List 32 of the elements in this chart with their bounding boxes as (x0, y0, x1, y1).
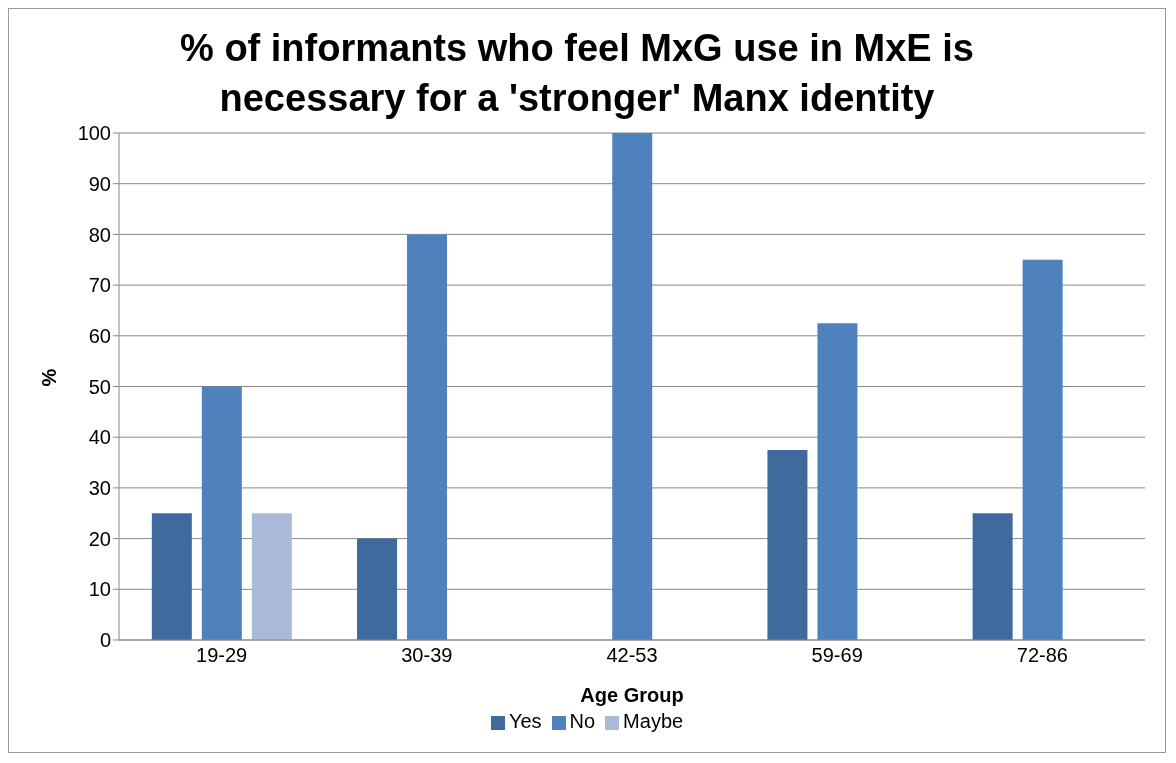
x-tick-label: 59-69 (811, 644, 863, 667)
y-tick-label: 100 (77, 122, 111, 145)
bar (357, 538, 398, 640)
y-tick-label: 0 (99, 629, 111, 652)
legend-label: Yes (508, 710, 542, 732)
y-axis-title: % (38, 368, 61, 387)
legend-label: No (569, 710, 596, 732)
y-tick-label: 80 (88, 223, 111, 246)
y-tick-label: 20 (88, 527, 111, 550)
x-tick-label: 30-39 (401, 644, 453, 667)
bar (407, 234, 448, 640)
y-tick-label: 50 (88, 375, 111, 398)
y-tick-label: 40 (88, 426, 111, 449)
bar (151, 513, 192, 640)
y-tick-label: 70 (88, 274, 111, 297)
bar (767, 449, 808, 640)
x-tick-label: 42-53 (606, 644, 658, 667)
chart-title: % of informants who feel MxG use in MxE is necessary for a 'stronger' Manx identity (179, 26, 975, 121)
y-tick-label: 90 (88, 172, 111, 195)
bar (972, 513, 1013, 640)
y-tick-label: 60 (88, 324, 111, 347)
bar (817, 323, 858, 640)
bar (201, 386, 242, 640)
bar (1022, 259, 1063, 640)
x-axis-title: Age Group (580, 684, 684, 706)
y-tick-label: 10 (88, 578, 111, 601)
x-tick-label: 19-29 (196, 644, 248, 667)
legend-label: Maybe (623, 710, 684, 732)
bar (251, 513, 292, 640)
x-tick-label: 72-86 (1016, 644, 1068, 667)
y-tick-label: 30 (88, 477, 111, 499)
bar (612, 133, 653, 640)
